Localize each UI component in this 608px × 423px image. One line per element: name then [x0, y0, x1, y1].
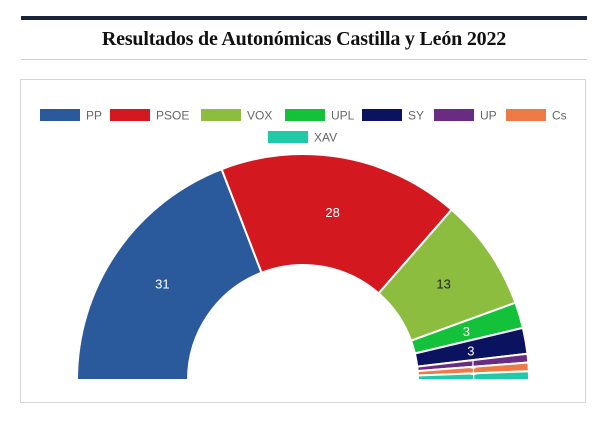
- legend-label-sy: SY: [408, 109, 424, 123]
- legend-item-sy: SY: [362, 109, 424, 123]
- legend-swatch-psoe: [110, 109, 150, 121]
- legend-label-up: UP: [480, 109, 497, 123]
- seat-label-up: 1: [469, 356, 476, 371]
- legend-label-upl: UPL: [331, 109, 355, 123]
- arc-group: [75, 153, 531, 381]
- seat-label-pp: 31: [155, 277, 169, 292]
- seat-label-upl: 3: [463, 324, 470, 339]
- seat-arc-xav: [416, 370, 531, 381]
- legend-item-cs: Cs: [506, 109, 567, 123]
- legend-label-xav: XAV: [314, 131, 337, 145]
- seat-label-vox: 13: [436, 277, 450, 292]
- legend-swatch-up: [434, 109, 474, 121]
- chart-title: Resultados de Autonómicas Castilla y Leó…: [101, 28, 507, 50]
- seat-label-sy: 3: [467, 343, 474, 358]
- legend-swatch-vox: [201, 109, 241, 121]
- seat-label-psoe: 28: [325, 205, 339, 220]
- seat-label-xav: 1: [470, 370, 477, 385]
- legend-label-pp: PP: [86, 109, 102, 123]
- legend: PP PSOE VOX UPL SY UP Cs XAV: [40, 109, 567, 145]
- legend-swatch-sy: [362, 109, 402, 121]
- chart-frame: [20, 79, 586, 403]
- seat-arc-psoe: [220, 153, 454, 295]
- legend-item-psoe: PSOE: [110, 109, 189, 123]
- legend-label-cs: Cs: [552, 109, 567, 123]
- legend-item-upl: UPL: [285, 109, 355, 123]
- legend-item-pp: PP: [40, 109, 102, 123]
- seat-label-cs: 1: [470, 363, 477, 378]
- legend-item-vox: VOX: [201, 109, 272, 123]
- legend-swatch-pp: [40, 109, 80, 121]
- legend-swatch-cs: [506, 109, 546, 121]
- legend-item-up: UP: [434, 109, 497, 123]
- legend-swatch-xav: [268, 131, 308, 143]
- top-rule: [21, 16, 587, 20]
- legend-label-vox: VOX: [247, 109, 272, 123]
- legend-item-xav: XAV: [268, 131, 337, 145]
- title-divider: [21, 59, 587, 60]
- seat-arc-pp: [75, 167, 263, 381]
- legend-swatch-upl: [285, 109, 325, 121]
- legend-label-psoe: PSOE: [156, 109, 189, 123]
